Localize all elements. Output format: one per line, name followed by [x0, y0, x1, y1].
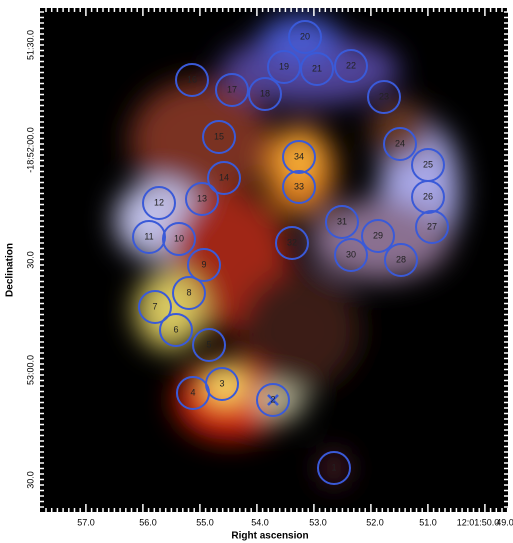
source-circle — [411, 180, 445, 214]
source-label: 2 — [270, 394, 275, 404]
source-circle — [175, 63, 209, 97]
source-circle — [282, 170, 316, 204]
source-circle — [207, 161, 241, 195]
source-label: 34 — [294, 151, 304, 161]
source-label: 13 — [197, 193, 207, 203]
y-tick-label: 30.0 — [25, 471, 35, 489]
source-circle — [138, 290, 172, 324]
source-circle — [192, 328, 226, 362]
source-label: 7 — [152, 301, 157, 311]
source-circle — [248, 77, 282, 111]
source-circle — [383, 127, 417, 161]
source-label: 21 — [312, 63, 322, 73]
source-label: 16 — [187, 74, 197, 84]
source-circle — [185, 182, 219, 216]
source-label: 26 — [423, 191, 433, 201]
source-label: 3 — [219, 378, 224, 388]
source-label: 28 — [396, 254, 406, 264]
source-circle — [159, 313, 193, 347]
x-tick-label: 12:01:50.0 — [457, 517, 500, 527]
source-circle — [334, 238, 368, 272]
source-label: 19 — [279, 61, 289, 71]
source-label: 18 — [260, 88, 270, 98]
source-circle — [215, 73, 249, 107]
source-label: 30 — [346, 249, 356, 259]
source-circle — [317, 451, 351, 485]
source-circle — [256, 383, 290, 417]
x-tick-label: 55.0 — [196, 517, 214, 527]
source-circle — [282, 140, 316, 174]
x-tick-label: 54.0 — [251, 517, 269, 527]
source-label: 31 — [337, 216, 347, 226]
x-axis-label: Right ascension — [231, 531, 308, 542]
source-circle — [162, 222, 196, 256]
source-circle — [275, 226, 309, 260]
source-circle — [415, 210, 449, 244]
source-cross — [267, 394, 279, 406]
source-circle — [132, 220, 166, 254]
x-tick-label: 56.0 — [139, 517, 157, 527]
source-circle — [202, 120, 236, 154]
source-circle — [176, 376, 210, 410]
source-circle — [384, 243, 418, 277]
source-label: 9 — [201, 259, 206, 269]
source-label: 29 — [373, 230, 383, 240]
tick-marks — [40, 8, 509, 512]
source-label: 6 — [173, 324, 178, 334]
source-label: 10 — [174, 233, 184, 243]
source-label: 17 — [227, 84, 237, 94]
source-label: 23 — [379, 91, 389, 101]
source-circle — [300, 52, 334, 86]
source-label: 5 — [206, 339, 211, 349]
source-circle — [325, 205, 359, 239]
source-circle — [334, 49, 368, 83]
source-label: 11 — [144, 231, 153, 241]
source-circle — [288, 20, 322, 54]
source-label: 14 — [219, 172, 229, 182]
source-label: 33 — [294, 181, 304, 191]
source-label: 12 — [154, 197, 164, 207]
x-tick-label: 53.0 — [309, 517, 327, 527]
y-axis-label: Declination — [5, 243, 16, 297]
source-circle — [267, 50, 301, 84]
source-label: 1 — [331, 462, 336, 472]
source-label: 22 — [346, 60, 356, 70]
source-label: 15 — [214, 131, 224, 141]
source-circle — [142, 186, 176, 220]
source-circle — [172, 276, 206, 310]
source-label: 32 — [287, 237, 297, 247]
x-tick-label: 57.0 — [77, 517, 95, 527]
source-label: 24 — [395, 138, 405, 148]
y-tick-label: -18:52:00.0 — [25, 127, 35, 173]
source-circle — [367, 80, 401, 114]
y-tick-label: 53:00.0 — [25, 355, 35, 385]
source-circle — [361, 219, 395, 253]
source-label: 8 — [186, 287, 191, 297]
source-label: 25 — [423, 159, 433, 169]
x-tick-label: 49.0 — [496, 517, 513, 527]
y-tick-label: 51:30.0 — [25, 30, 35, 60]
source-label: 4 — [190, 387, 195, 397]
x-tick-label: 52.0 — [366, 517, 384, 527]
y-tick-label: 30.0 — [25, 251, 35, 269]
source-label: 20 — [300, 31, 310, 41]
source-circle — [187, 248, 221, 282]
source-label: 27 — [427, 221, 437, 231]
x-tick-label: 51.0 — [419, 517, 437, 527]
